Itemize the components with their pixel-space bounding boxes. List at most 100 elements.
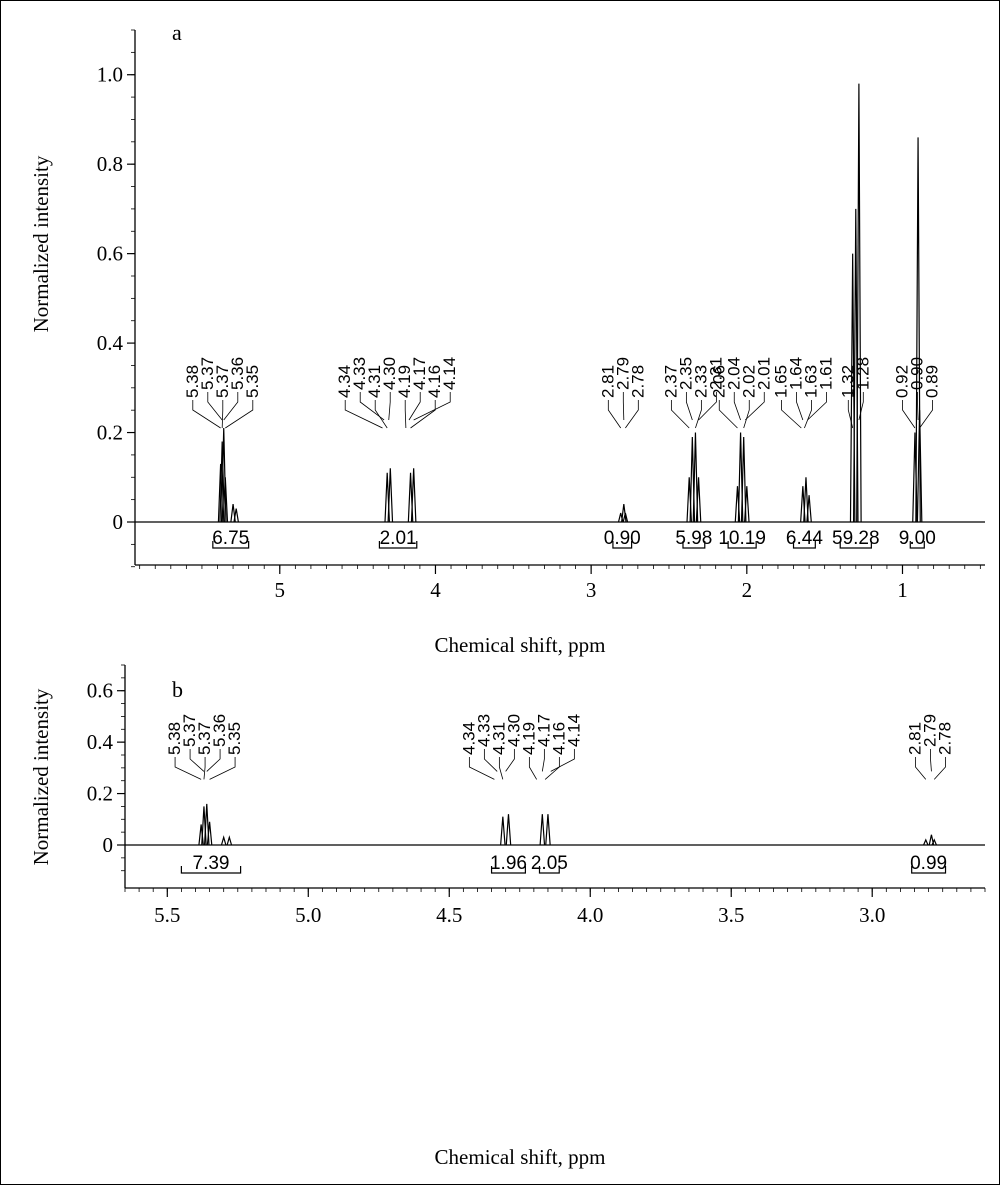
y-axis-label-b: Normalized intensity [29, 688, 53, 865]
y-tick-label: 0.2 [97, 421, 123, 445]
x-tick-label: 3.0 [859, 903, 885, 927]
peak-label-connector [192, 400, 221, 429]
peak-label-connector [359, 392, 385, 421]
peak-label-connector [221, 400, 224, 429]
peak-shift-label: 4.19 [395, 365, 414, 398]
y-tick-label: 0 [113, 510, 124, 534]
spectrum-peak [740, 437, 747, 523]
y-tick-label: 0.6 [87, 679, 113, 703]
y-tick-label: 1.0 [97, 63, 123, 87]
peak-shift-label: 2.04 [724, 357, 743, 390]
y-tick-label: 0.6 [97, 242, 123, 266]
peak-shift-label: 1.28 [853, 357, 872, 390]
peak-label-connector [919, 400, 933, 429]
x-tick-label: 3.5 [718, 903, 744, 927]
spectrum-peak [915, 137, 921, 523]
peak-label-connector [607, 400, 622, 429]
integral-bracket [727, 541, 757, 549]
integral-value: 6.75 [212, 528, 249, 549]
peak-shift-label: 2.81 [905, 722, 924, 755]
integral-value: 6.44 [786, 528, 823, 549]
spectrum-peak [931, 838, 937, 846]
peak-shift-label: 5.35 [225, 722, 244, 755]
spectrum-peak [621, 504, 627, 523]
spectrum-panel-b: b Normalized intensity Chemical shift, p… [29, 664, 986, 1169]
spectrum-peak [856, 83, 862, 523]
peak-label-connector [408, 392, 421, 421]
x-axis-label-a: Chemical shift, ppm [435, 633, 606, 657]
peak-label-connector [206, 749, 221, 772]
peak-shift-label: 1.32 [838, 365, 857, 398]
spectrum-peak [220, 835, 227, 846]
peak-shift-label: 4.19 [519, 722, 538, 755]
peak-shift-label: 2.02 [739, 365, 758, 398]
peak-label-connector [718, 400, 738, 429]
peak-label-connector [410, 400, 436, 429]
integral-value: 5.98 [675, 528, 712, 549]
integral-bracket [490, 866, 526, 874]
panel-label-a: a [172, 20, 182, 45]
peak-shift-label: 0.89 [923, 365, 942, 398]
peak-shift-label: 4.17 [410, 357, 429, 390]
spectrum-peak [206, 821, 213, 846]
peak-label-connector [388, 392, 391, 421]
x-tick-label: 2 [742, 578, 753, 602]
y-tick-label: 0.4 [97, 331, 124, 355]
integral-value: 9.00 [899, 528, 936, 549]
spectrum-panel-a: a Normalized intensity Chemical shift, p… [29, 20, 985, 657]
spectrum-peak [539, 814, 546, 846]
integral-value: 2.05 [531, 853, 568, 874]
x-tick-label: 4 [430, 578, 441, 602]
peak-label-connector [189, 749, 205, 772]
x-tick-label: 1 [897, 578, 908, 602]
spectrum-peak [744, 486, 750, 523]
peak-shift-label: 1.63 [802, 365, 821, 398]
panel-label-b: b [172, 677, 183, 702]
peak-shift-label: 5.38 [183, 365, 202, 398]
integral-bracket [909, 541, 925, 549]
peak-label-connector [374, 400, 388, 429]
integral-bracket [180, 866, 242, 874]
peak-label-connector [781, 400, 802, 429]
integral-bracket [378, 541, 418, 549]
peak-label-connector [505, 749, 515, 772]
spectrum-peak [695, 477, 702, 523]
spectrum-peak [387, 468, 394, 523]
peak-label-connector [468, 757, 495, 780]
peak-shift-label: 4.33 [350, 357, 369, 390]
peak-shift-label: 5.37 [180, 714, 199, 747]
integral-bracket [612, 541, 633, 549]
peak-shift-label: 4.33 [474, 714, 493, 747]
peak-label-connector [796, 392, 804, 421]
peak-label-connector [858, 392, 864, 421]
x-tick-label: 3 [586, 578, 597, 602]
peak-label-connector [902, 400, 916, 429]
peak-label-connector [203, 757, 206, 780]
peak-label-connector [344, 400, 383, 429]
spectrum-peak [545, 814, 551, 846]
peak-label-connector [174, 757, 202, 780]
spectrum-peak [916, 410, 923, 523]
peak-shift-label: 5.36 [228, 357, 247, 390]
peak-label-connector [695, 400, 702, 429]
peak-label-connector [733, 392, 741, 421]
peak-shift-label: 2.31 [706, 357, 725, 390]
peak-shift-label: 4.16 [425, 365, 444, 398]
peak-shift-label: 4.31 [365, 365, 384, 398]
peak-label-connector [698, 392, 717, 421]
peak-label-connector [550, 749, 575, 772]
spectrum-peak [219, 441, 225, 523]
peak-shift-label: 5.36 [210, 714, 229, 747]
peak-shift-label: 2.37 [661, 365, 680, 398]
y-axis-label-a: Normalized intensity [29, 155, 53, 332]
spectrum-peak [692, 432, 699, 523]
peak-shift-label: 2.35 [676, 357, 695, 390]
peak-label-connector [528, 757, 538, 780]
integral-bracket [212, 541, 250, 549]
x-tick-label: 4.5 [436, 903, 462, 927]
peak-label-connector [804, 400, 812, 429]
integral-bracket [911, 866, 947, 874]
peak-shift-label: 0.90 [908, 357, 927, 390]
peak-label-connector [622, 392, 625, 421]
